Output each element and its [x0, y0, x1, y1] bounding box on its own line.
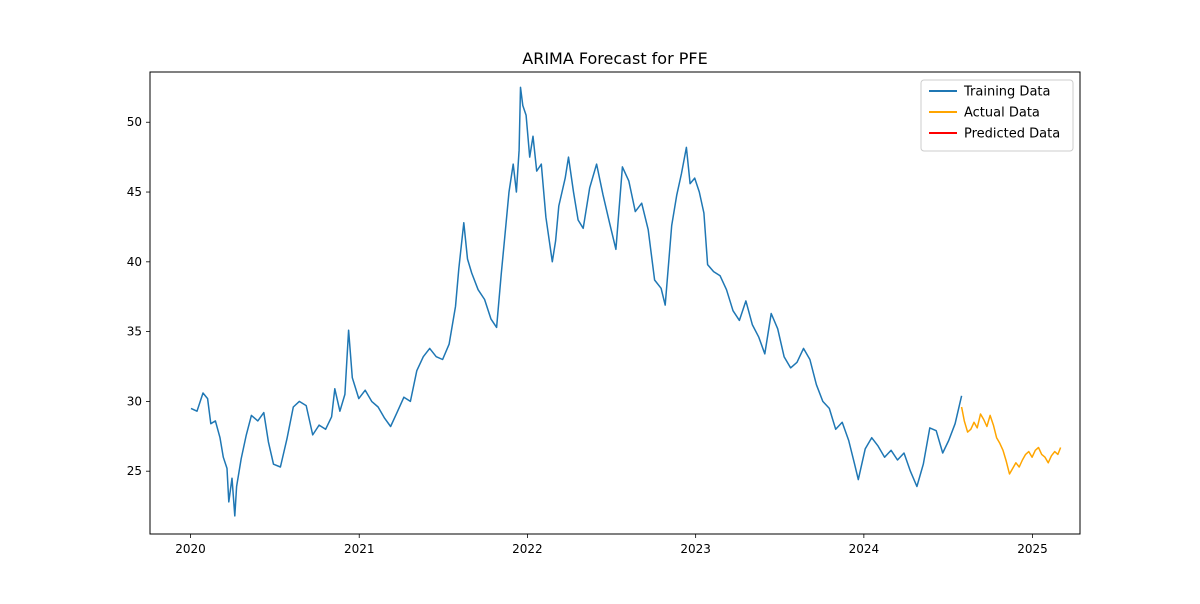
x-tick-label: 2020: [175, 542, 206, 556]
y-tick-label: 30: [127, 394, 142, 408]
plot-frame: [149, 71, 1081, 535]
x-tick-label: 2024: [849, 542, 880, 556]
y-tick-label: 50: [127, 115, 142, 129]
x-tick-label: 2021: [344, 542, 375, 556]
chart-title: ARIMA Forecast for PFE: [522, 49, 707, 68]
legend-label-predicted-data: Predicted Data: [964, 127, 1060, 142]
x-axis: 2020 2021 2022 2023 2024 2025: [175, 534, 1048, 556]
x-tick-label: 2022: [512, 542, 543, 556]
series-line-training-data: [190, 86, 963, 517]
y-tick-label: 25: [127, 464, 142, 478]
legend-label-actual-data: Actual Data: [964, 106, 1040, 121]
y-axis: 25 30 35 40 45 50: [127, 115, 150, 478]
legend: Training Data Actual Data Predicted Data: [920, 79, 1074, 152]
x-tick-label: 2023: [680, 542, 711, 556]
legend-label-training-data: Training Data: [963, 85, 1050, 100]
y-tick-label: 35: [127, 325, 142, 339]
y-tick-label: 45: [127, 185, 142, 199]
series-layer: [190, 86, 1062, 517]
legend-box: [920, 79, 1074, 152]
series-line-actual-data: [960, 406, 1062, 475]
x-tick-label: 2025: [1017, 542, 1048, 556]
y-tick-label: 40: [127, 255, 142, 269]
